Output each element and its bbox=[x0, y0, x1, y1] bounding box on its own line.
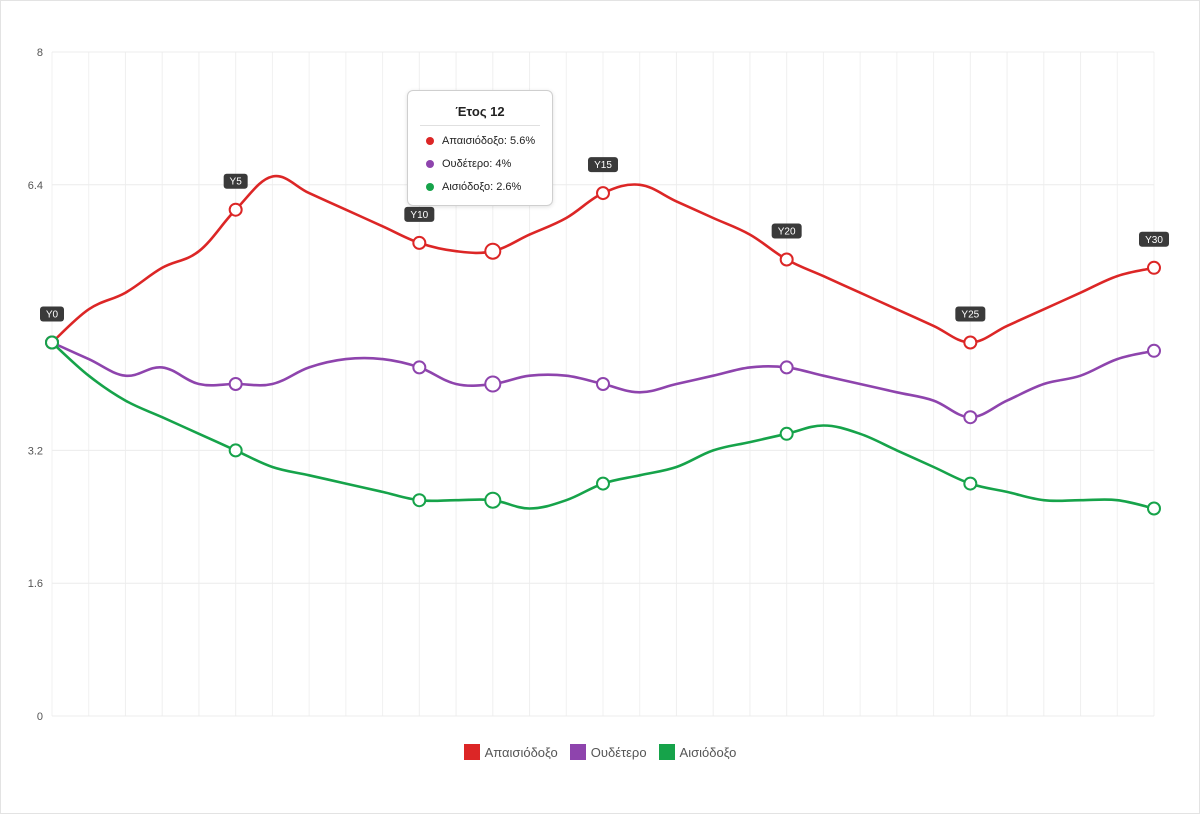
tooltip-text-neutral: Ουδέτερο: 4% bbox=[442, 157, 512, 170]
tooltip-text-pessimistic: Απαισιόδοξο: 5.6% bbox=[442, 134, 536, 147]
data-point-s1-x30 bbox=[1147, 343, 1161, 358]
legend-label-pessimistic: Απαισιόδοξο bbox=[484, 744, 558, 760]
point-tag-label-2: Y10 bbox=[410, 210, 428, 221]
data-point-s0-x12 bbox=[484, 242, 502, 260]
point-tag-bg-2 bbox=[404, 206, 435, 222]
point-tag-label-6: Y30 bbox=[1145, 235, 1163, 246]
point-tag-label-4: Y20 bbox=[778, 227, 796, 238]
point-tag-bg-3 bbox=[588, 157, 618, 173]
data-point-s2-x0 bbox=[45, 335, 59, 350]
data-point-s0-x5 bbox=[228, 202, 243, 217]
y-tick-label-4: 8 bbox=[37, 47, 43, 59]
point-tag-bg-4 bbox=[771, 223, 802, 239]
y-tick-label-2: 3.2 bbox=[28, 445, 43, 457]
data-point-s0-x20 bbox=[779, 252, 794, 267]
data-point-s0-x10 bbox=[412, 235, 427, 250]
data-point-s2-x10 bbox=[412, 493, 427, 508]
data-point-s1-x12 bbox=[484, 375, 502, 393]
data-point-s1-x25 bbox=[963, 410, 978, 425]
point-tag-label-1: Y5 bbox=[230, 177, 243, 188]
tooltip-dot-pessimistic bbox=[426, 136, 434, 145]
point-tag-bg-5 bbox=[955, 306, 986, 322]
y-tick-label-1: 1.6 bbox=[28, 578, 43, 590]
legend-swatch-neutral bbox=[569, 744, 586, 760]
y-tick-label-0: 0 bbox=[37, 711, 43, 723]
legend-label-neutral: Ουδέτερο bbox=[590, 744, 647, 760]
tooltip-row-optimistic: Αισιόδοξο: 2.6% bbox=[426, 178, 552, 195]
data-point-s1-x20 bbox=[779, 360, 794, 375]
point-tag-label-0: Y0 bbox=[46, 310, 59, 321]
point-tag-bg-1 bbox=[223, 173, 248, 189]
chart-legend: Απαισιόδοξο Ουδέτερο Αισιόδοξο bbox=[0, 744, 1200, 760]
data-point-s2-x5 bbox=[228, 443, 243, 458]
legend-swatch-optimistic bbox=[658, 744, 675, 760]
chart-tooltip: Έτος 12 Απαισιόδοξο: 5.6% Ουδέτερο: 4% Α… bbox=[407, 90, 553, 206]
data-point-s2-x15 bbox=[596, 476, 610, 491]
data-point-s1-x15 bbox=[596, 377, 610, 391]
legend-label-optimistic: Αισιόδοξο bbox=[679, 744, 737, 760]
data-point-s0-x30 bbox=[1147, 260, 1161, 275]
data-point-s0-x25 bbox=[963, 335, 978, 350]
point-tag-bg-6 bbox=[1139, 231, 1169, 247]
point-tag-label-3: Y15 bbox=[594, 160, 612, 171]
legend-swatch-pessimistic bbox=[463, 744, 480, 760]
data-point-s2-x30 bbox=[1147, 501, 1161, 516]
tooltip-row-neutral: Ουδέτερο: 4% bbox=[426, 155, 552, 172]
data-point-s1-x10 bbox=[412, 360, 427, 375]
data-point-s2-x12 bbox=[484, 491, 502, 509]
data-point-s2-x25 bbox=[963, 476, 978, 491]
data-point-s1-x5 bbox=[228, 377, 243, 391]
legend-item-neutral[interactable]: Ουδέτερο bbox=[569, 744, 647, 760]
y-tick-label-3: 6.4 bbox=[28, 180, 43, 192]
data-point-s2-x20 bbox=[779, 426, 794, 441]
legend-item-pessimistic[interactable]: Απαισιόδοξο bbox=[463, 744, 558, 760]
point-tag-bg-0 bbox=[40, 306, 64, 322]
legend-item-optimistic[interactable]: Αισιόδοξο bbox=[658, 744, 737, 760]
tooltip-text-optimistic: Αισιόδοξο: 2.6% bbox=[442, 180, 522, 193]
tooltip-title: Έτος 12 bbox=[420, 104, 540, 126]
tooltip-dot-neutral bbox=[426, 159, 434, 168]
data-point-s0-x15 bbox=[596, 186, 610, 201]
tooltip-dot-optimistic bbox=[426, 182, 434, 191]
tooltip-row-pessimistic: Απαισιόδοξο: 5.6% bbox=[426, 132, 552, 149]
point-tag-label-5: Y25 bbox=[961, 310, 979, 321]
